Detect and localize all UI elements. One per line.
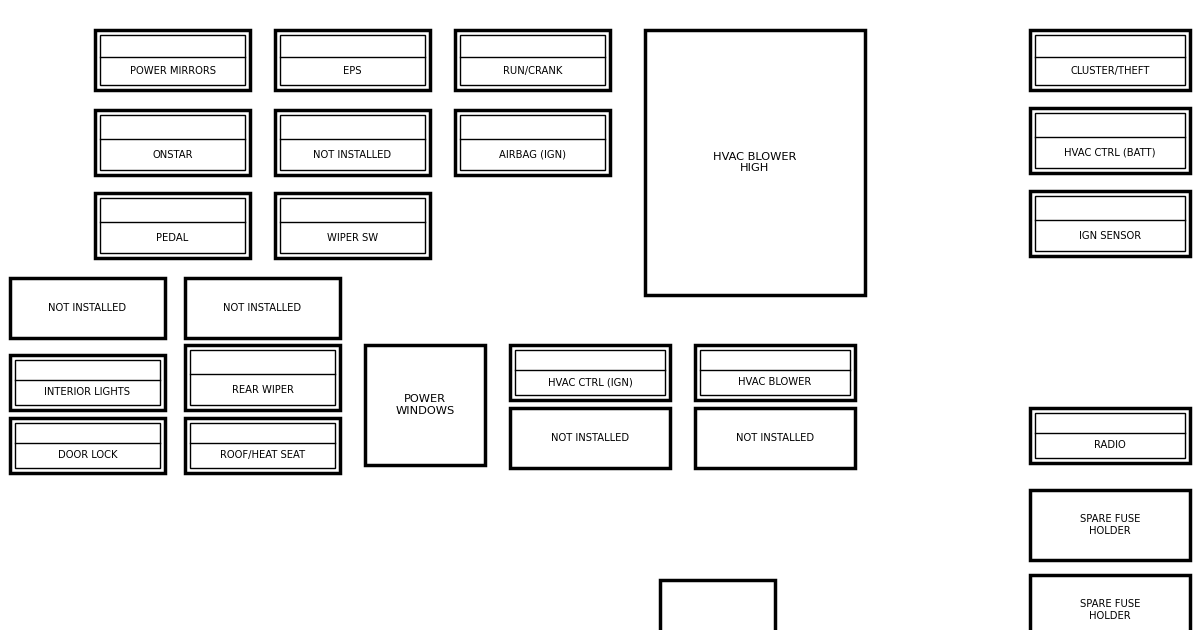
Bar (1030, 30, 1190, 90)
Text: POWER
WINDOWS: POWER WINDOWS (395, 394, 455, 416)
Bar (455, 30, 610, 90)
Text: NOT INSTALLED: NOT INSTALLED (48, 303, 126, 313)
Bar (95, 193, 250, 258)
Text: HVAC CTRL (BATT): HVAC CTRL (BATT) (1064, 147, 1156, 158)
Bar (646, 30, 865, 295)
Text: NOT INSTALLED: NOT INSTALLED (313, 150, 391, 159)
Bar (365, 345, 485, 465)
Bar (510, 408, 670, 468)
Text: WIPER SW: WIPER SW (326, 232, 378, 243)
Bar (510, 345, 670, 400)
Bar (190, 423, 335, 468)
Bar (1034, 113, 1186, 168)
Text: INTERIOR LIGHTS: INTERIOR LIGHTS (44, 387, 131, 398)
Bar (660, 580, 775, 630)
Bar (280, 35, 425, 85)
Bar (1034, 413, 1186, 458)
Bar (95, 30, 250, 90)
Bar (185, 418, 340, 473)
Bar (1030, 191, 1190, 256)
Bar (1030, 108, 1190, 173)
Text: RADIO: RADIO (1094, 440, 1126, 450)
Bar (460, 115, 605, 170)
Bar (275, 193, 430, 258)
Bar (190, 350, 335, 405)
Bar (100, 35, 245, 85)
Bar (14, 423, 160, 468)
Bar (100, 115, 245, 170)
Bar (1034, 35, 1186, 85)
Bar (695, 345, 854, 400)
Text: AIRBAG (IGN): AIRBAG (IGN) (499, 150, 566, 159)
Text: SPARE FUSE
HOLDER: SPARE FUSE HOLDER (1080, 599, 1140, 621)
Text: NOT INSTALLED: NOT INSTALLED (736, 433, 814, 443)
Text: RUN/CRANK: RUN/CRANK (503, 66, 562, 76)
Text: HVAC CTRL (IGN): HVAC CTRL (IGN) (547, 377, 632, 387)
Bar (280, 198, 425, 253)
Bar (1030, 575, 1190, 630)
Bar (275, 110, 430, 175)
Text: NOT INSTALLED: NOT INSTALLED (551, 433, 629, 443)
Bar (460, 35, 605, 85)
Bar (700, 350, 850, 395)
Text: IGN SENSOR: IGN SENSOR (1079, 231, 1141, 241)
Bar (10, 355, 166, 410)
Text: POWER MIRRORS: POWER MIRRORS (130, 66, 216, 76)
Text: SPARE FUSE
HOLDER: SPARE FUSE HOLDER (1080, 514, 1140, 536)
Text: REAR WIPER: REAR WIPER (232, 385, 294, 394)
Text: PEDAL: PEDAL (156, 232, 188, 243)
Text: CLUSTER/THEFT: CLUSTER/THEFT (1070, 66, 1150, 76)
Bar (695, 408, 854, 468)
Bar (275, 30, 430, 90)
Bar (515, 350, 665, 395)
Bar (100, 198, 245, 253)
Bar (14, 360, 160, 405)
Bar (1034, 196, 1186, 251)
Bar (1030, 490, 1190, 560)
Bar (185, 278, 340, 338)
Bar (95, 110, 250, 175)
Text: ONSTAR: ONSTAR (152, 150, 193, 159)
Bar (185, 345, 340, 410)
Text: EPS: EPS (343, 66, 361, 76)
Bar (280, 115, 425, 170)
Text: HVAC BLOWER: HVAC BLOWER (738, 377, 811, 387)
Bar (10, 278, 166, 338)
Text: DOOR LOCK: DOOR LOCK (58, 450, 118, 461)
Bar (455, 110, 610, 175)
Text: HVAC BLOWER
HIGH: HVAC BLOWER HIGH (713, 152, 797, 173)
Bar (10, 418, 166, 473)
Text: NOT INSTALLED: NOT INSTALLED (223, 303, 301, 313)
Bar (1030, 408, 1190, 463)
Text: ROOF/HEAT SEAT: ROOF/HEAT SEAT (220, 450, 305, 461)
